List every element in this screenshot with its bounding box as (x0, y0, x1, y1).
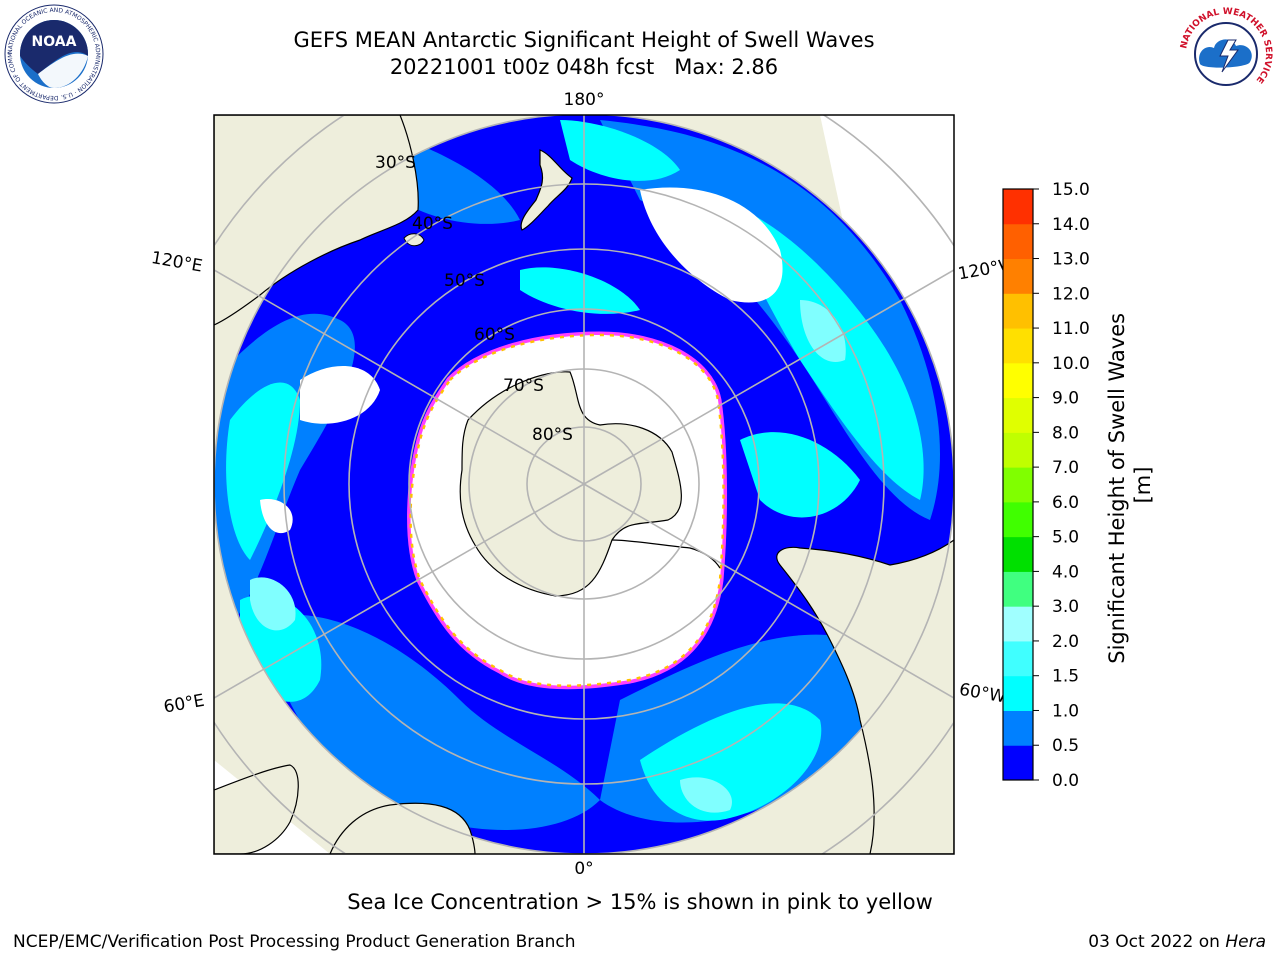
nws-logo: NATIONAL WEATHER SERVICE (1177, 5, 1275, 103)
colorbar-swatch (1003, 710, 1033, 746)
australia (214, 115, 419, 326)
colorbar-tick-label: 5.0 (1052, 528, 1079, 548)
antarctica (459, 371, 682, 597)
colorbar-tick-label: 1.0 (1052, 701, 1079, 721)
lon-label-60w: 60°W (958, 680, 1008, 708)
lat-label-50: 50°S (444, 271, 485, 291)
map-title: GEFS MEAN Antarctic Significant Height o… (293, 28, 875, 52)
map-subtitle: 20221001 t00z 048h fcst Max: 2.86 (389, 55, 779, 79)
colorbar-swatch (1003, 571, 1033, 607)
noaa-logo: NATIONAL OCEANIC AND ATMOSPHERIC ADMINIS… (4, 4, 104, 104)
sea-ice-note: Sea Ice Concentration > 15% is shown in … (347, 890, 933, 914)
colorbar-tick-label: 1.5 (1052, 667, 1079, 687)
colorbar-swatch (1003, 432, 1033, 468)
colorbar-swatch (1003, 501, 1033, 538)
south-america (776, 539, 954, 854)
colorbar-tick-label: 3.0 (1052, 597, 1079, 617)
colorbar-swatch (1003, 675, 1033, 711)
colorbar-tick-label: 13.0 (1052, 250, 1090, 270)
lon-label-180: 180° (564, 90, 605, 110)
madagascar-africa (214, 764, 299, 854)
lat-label-60: 60°S (474, 325, 515, 345)
lon-label-0: 0° (574, 859, 593, 879)
colorbar-tick-label: 14.0 (1052, 215, 1090, 235)
map-area (214, 115, 954, 854)
lat-label-70: 70°S (503, 376, 544, 396)
colorbar-swatch (1003, 467, 1033, 503)
colorbar-tick-label: 8.0 (1052, 423, 1079, 443)
colorbar-swatch (1003, 362, 1033, 399)
colorbar-swatch (1003, 640, 1033, 677)
footer-credit: NCEP/EMC/Verification Post Processing Pr… (13, 932, 576, 952)
colorbar: 0.0 0.5 1.0 1.5 2.0 3.0 4.0 5.0 6.0 7.0 8.0 9.0 10.0… (1002, 180, 1090, 791)
colorbar-swatch (1003, 328, 1033, 364)
lat-label-30: 30°S (375, 153, 416, 173)
meridians (214, 115, 954, 854)
colorbar-swatch (1003, 536, 1033, 572)
colorbar-swatch (1003, 397, 1033, 433)
colorbar-swatch (1003, 745, 1033, 781)
colorbar-swatch (1003, 189, 1033, 225)
lat-label-40: 40°S (412, 214, 453, 234)
colorbar-swatch (1003, 606, 1033, 642)
lon-label-60e: 60°E (162, 691, 206, 718)
africa (329, 802, 476, 854)
lat-label-80: 80°S (532, 425, 573, 445)
colorbar-tick-label: 12.0 (1052, 284, 1090, 304)
colorbar-tick-label: 10.0 (1052, 354, 1090, 374)
colorbar-tick-label: 9.0 (1052, 389, 1079, 409)
new-zealand (520, 149, 573, 231)
colorbar-tick-label: 4.0 (1052, 562, 1079, 582)
footer-date: 03 Oct 2022 on Hera (1088, 932, 1266, 952)
colorbar-tick-label: 11.0 (1052, 319, 1090, 339)
lon-label-120e: 120°E (150, 248, 204, 277)
map-frame (213, 114, 955, 855)
colorbar-label: Significant Height of Swell Waves [m] (1105, 306, 1155, 664)
colorbar-tick-label: 0.0 (1052, 771, 1079, 791)
colorbar-tick-label: 0.5 (1052, 736, 1079, 756)
colorbar-tick-label: 7.0 (1052, 458, 1079, 478)
colorbar-tick-label: 15.0 (1052, 180, 1090, 200)
colorbar-swatch (1003, 223, 1033, 260)
colorbar-swatch (1003, 258, 1033, 294)
colorbar-swatch (1003, 293, 1033, 329)
svg-text:NOAA: NOAA (32, 34, 77, 50)
colorbar-frame (1002, 188, 1034, 781)
colorbar-tick-label: 6.0 (1052, 493, 1079, 513)
colorbar-tick-label: 2.0 (1052, 632, 1079, 652)
